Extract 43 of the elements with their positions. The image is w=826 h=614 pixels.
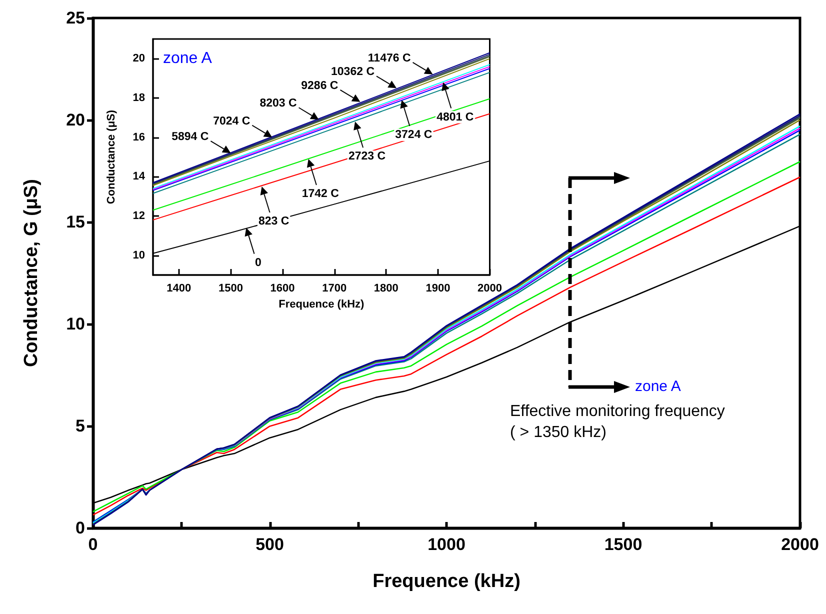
y-tick-label: 20: [66, 110, 85, 130]
y-tick-label: 15: [66, 212, 85, 232]
annotation: 7024 C: [213, 115, 250, 128]
x-tick-label: 1000: [428, 535, 466, 554]
y-tick-label: 0: [76, 518, 85, 538]
y-tick-label: 14: [132, 170, 146, 183]
annotation: 10362 C: [331, 66, 375, 78]
annotation: 4801 C: [436, 111, 474, 124]
x-tick-label: 2000: [781, 535, 819, 554]
y-axis-title: Conductance, G (μS): [21, 179, 42, 367]
x-axis-title: Frequence (kHz): [278, 298, 364, 310]
y-tick-label: 25: [66, 8, 85, 28]
x-axis-title: Frequence (kHz): [372, 571, 520, 592]
y-tick-label: 10: [66, 314, 85, 334]
x-tick-label: 1500: [604, 535, 642, 554]
x-tick-label: 1800: [374, 282, 398, 294]
y-tick-label: 10: [132, 249, 145, 262]
x-tick-label: 0: [88, 535, 98, 554]
y-tick-label: 18: [132, 92, 145, 104]
annotation: 1742 C: [302, 188, 339, 200]
x-tick-label: 1900: [426, 282, 450, 294]
annotation: 5894 C: [172, 131, 209, 144]
annotation: 0: [255, 256, 262, 269]
y-tick-label: 12: [132, 210, 145, 222]
x-tick-label: 1400: [166, 282, 192, 294]
annotation: 8203 C: [260, 98, 297, 110]
annotation: 9286 C: [301, 80, 338, 92]
annotation: zone A: [635, 378, 681, 395]
annotation: 3724 C: [395, 129, 432, 141]
annotation: Effective monitoring frequency ( > 1350 kHz): [510, 403, 725, 442]
x-tick-label: 2000: [478, 282, 502, 294]
annotation: 823 C: [258, 216, 290, 228]
y-tick-label: 5: [76, 416, 85, 436]
annotation: 11476 C: [368, 52, 411, 64]
x-tick-label: 1600: [270, 282, 295, 294]
y-axis-title: Conductance (μS): [106, 110, 118, 204]
x-tick-label: 500: [256, 535, 284, 554]
y-tick-label: 20: [132, 52, 145, 65]
y-tick-label: 16: [132, 131, 145, 144]
x-tick-label: 1700: [322, 282, 347, 294]
x-tick-label: 1500: [218, 282, 243, 294]
annotation: 2723 C: [348, 150, 386, 163]
annotation: zone A: [163, 50, 212, 68]
